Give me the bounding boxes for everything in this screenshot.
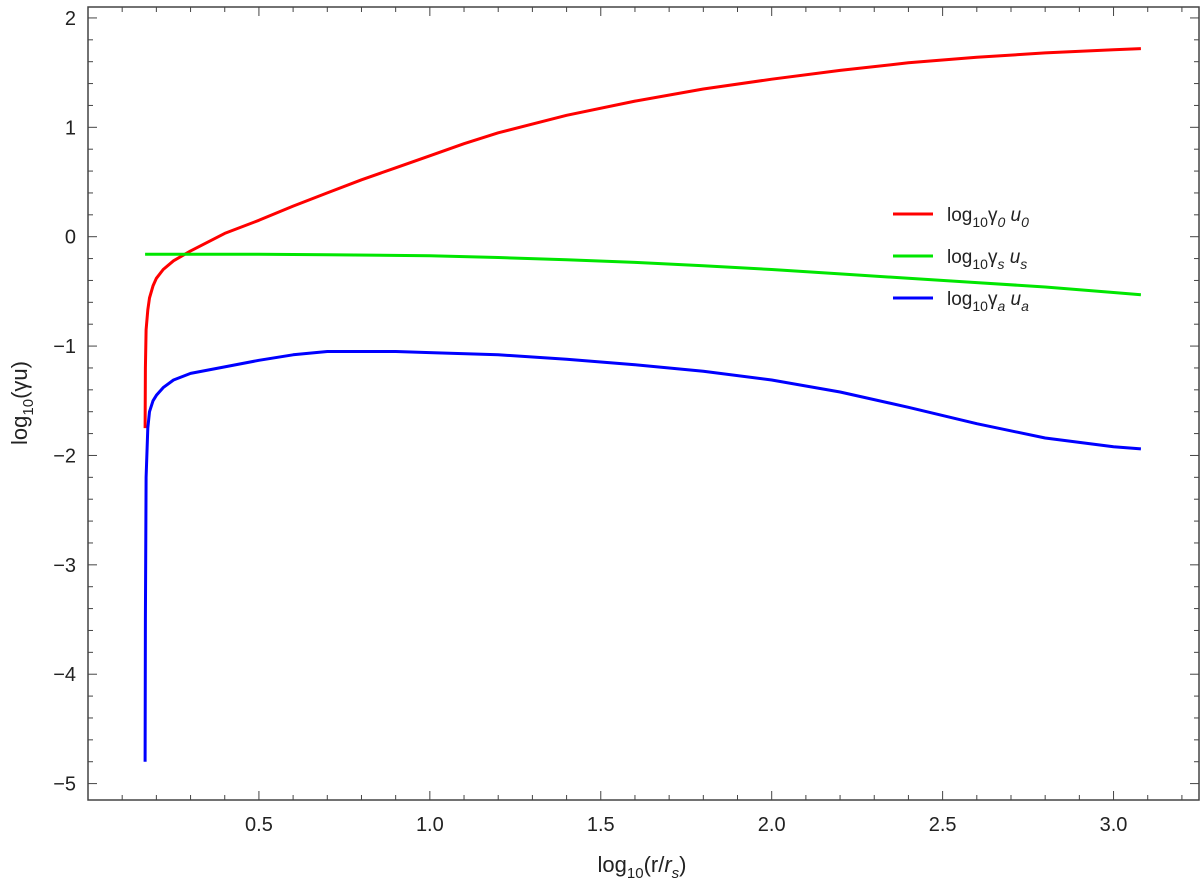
series-line-log10γsus — [145, 252, 1142, 297]
legend-label: log10γ0 u0 — [947, 205, 1029, 230]
series-line-log10γ0u0 — [143, 47, 1141, 429]
series-layer — [143, 47, 1142, 762]
x-tick-label: 2.0 — [758, 814, 786, 836]
y-axis-title: log10(γu) — [7, 361, 37, 445]
series-line-log10γaua — [143, 350, 1142, 762]
legend: log10γ0 u0 log10γs us log10γa ua — [893, 205, 1029, 314]
x-tick-label: 1.5 — [587, 814, 615, 836]
x-tick-label: 3.0 — [1100, 814, 1128, 836]
x-axis-title: log10(r/rs) — [598, 852, 687, 882]
y-tick-label: −4 — [53, 664, 76, 686]
legend-label: log10γa ua — [947, 289, 1029, 314]
legend-label: log10γs us — [947, 247, 1027, 272]
y-tick-label: −5 — [53, 774, 76, 796]
ticks-layer: 0.5 1.0 1.5 2.0 2.5 3.0 −5 −4 −3 −2 −1 0 1 2 — [53, 7, 1199, 836]
x-tick-label: 1.0 — [416, 814, 444, 836]
y-tick-label: 2 — [65, 8, 76, 30]
y-tick-label: 1 — [65, 117, 76, 139]
x-tick-label: 0.5 — [245, 814, 273, 836]
y-tick-label: −1 — [53, 336, 76, 358]
x-tick-label: 2.5 — [929, 814, 957, 836]
y-tick-label: −3 — [53, 555, 76, 577]
y-tick-label: 0 — [65, 227, 76, 249]
y-tick-label: −2 — [53, 445, 76, 467]
plot-frame — [87, 6, 1200, 801]
